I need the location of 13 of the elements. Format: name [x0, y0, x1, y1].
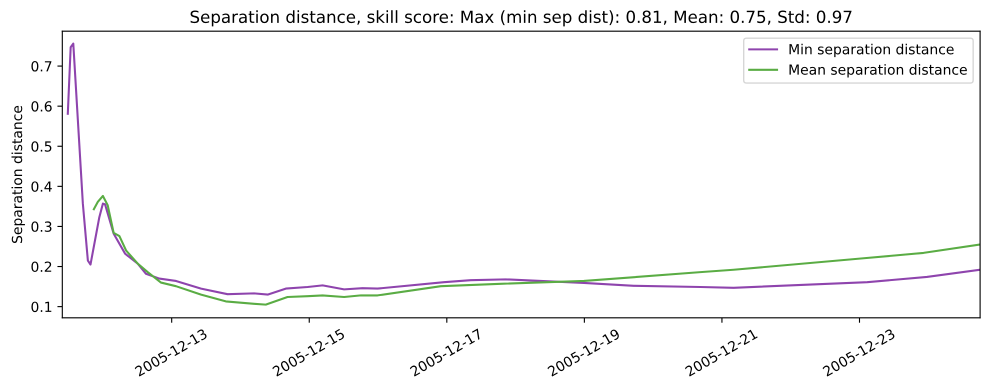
line-series — [66, 42, 980, 296]
chart-title: Separation distance, skill score: Max (min sep dist): 0.81, Mean: 0.75, Std: 0.97 — [190, 10, 852, 26]
y-tick-label: 0.7 — [31, 61, 52, 72]
legend-label: Mean separation distance — [790, 64, 967, 78]
line-series — [92, 194, 980, 306]
y-tick-label: 0.6 — [31, 101, 52, 112]
y-tick-label: 0.2 — [31, 262, 52, 272]
legend-label: Min separation distance — [790, 44, 954, 58]
y-tick-label: 0.4 — [31, 181, 52, 192]
y-tick-label: 0.5 — [31, 141, 52, 152]
y-tick-label: 0.1 — [31, 302, 52, 312]
y-axis-title: Separation distance — [12, 106, 25, 243]
y-tick-label: 0.3 — [31, 221, 52, 232]
